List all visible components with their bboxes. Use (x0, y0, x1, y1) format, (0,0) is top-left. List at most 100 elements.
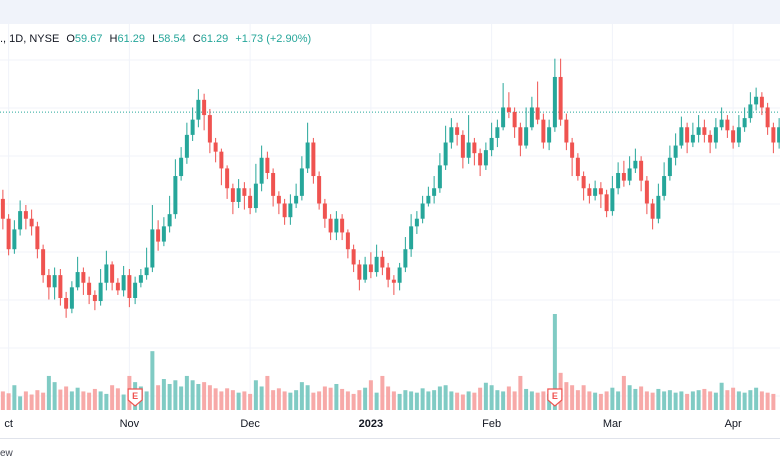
candle-body (58, 275, 63, 298)
candle-body (748, 104, 753, 119)
candle-body (230, 188, 235, 202)
candle-body (771, 127, 776, 143)
volume-bar (472, 392, 477, 410)
candle-body (363, 264, 368, 280)
candle-body (650, 203, 655, 219)
volume-bar (115, 388, 120, 410)
low-label: L (152, 33, 159, 45)
candle-body (69, 287, 74, 309)
volume-bar (593, 392, 598, 410)
candle-body (449, 127, 454, 143)
volume-bar (317, 391, 322, 410)
candle-body (294, 195, 299, 204)
symbol-label[interactable]: ., 1D, NYSE (0, 33, 60, 45)
footer-text: ew (0, 448, 13, 459)
close-value: 61.29 (200, 33, 229, 45)
candle-body (432, 188, 437, 196)
candle-body (524, 127, 529, 146)
volume-bar (259, 386, 264, 410)
candle-body (12, 229, 17, 250)
volume-bar (225, 388, 230, 410)
volume-bar (702, 388, 707, 410)
candle-body (368, 264, 373, 273)
volume-bar (340, 388, 345, 410)
candle-body (173, 176, 178, 215)
volume-bar (282, 391, 287, 410)
candle-body (41, 249, 46, 276)
candle-body (345, 232, 350, 250)
volume-bar (322, 386, 327, 410)
candle-body (719, 119, 724, 128)
candle-body (662, 176, 667, 196)
candle-body (777, 127, 780, 143)
volume-bar (29, 394, 34, 410)
candle-body (466, 142, 471, 158)
candle-body (759, 96, 764, 108)
volume-bar (351, 393, 356, 410)
x-tick-label: ct (4, 418, 13, 430)
volume-bar (541, 391, 546, 410)
candle-body (225, 168, 230, 189)
volume-bar (386, 386, 391, 410)
volume-bar (696, 390, 701, 410)
candle-body (518, 127, 523, 146)
candle-body (535, 107, 540, 120)
candle-body (322, 203, 327, 219)
volume-bar (52, 382, 57, 410)
candle-body (570, 142, 575, 158)
candle-body (104, 264, 109, 283)
candle-body (340, 218, 345, 233)
volume-bar (673, 392, 678, 410)
volume-bar (391, 391, 396, 410)
volume-bar (650, 392, 655, 410)
volume-bar (190, 380, 195, 410)
volume-bar (294, 390, 299, 410)
earnings-marker-label: E (552, 391, 558, 401)
volume-bar (230, 390, 235, 410)
candle-body (311, 142, 316, 177)
volume-bar (489, 385, 494, 410)
volume-bar (345, 391, 350, 410)
candle-body (248, 195, 253, 209)
volume-bar (196, 383, 201, 410)
candle-body (18, 211, 23, 230)
volume-bar (414, 392, 419, 410)
candle-body (121, 275, 126, 291)
volume-bar (403, 390, 408, 410)
volume-bar (518, 375, 523, 410)
volume-bar (288, 392, 293, 410)
volume-bar (87, 392, 92, 410)
volume-bar (144, 391, 149, 410)
x-tick-label: Apr (724, 418, 742, 430)
volume-bar (271, 390, 276, 410)
candle-body (299, 168, 304, 196)
volume-bar (363, 387, 368, 410)
candle-body (29, 218, 34, 227)
candle-body (593, 188, 598, 196)
volume-bar (380, 375, 385, 410)
x-tick-label: Feb (482, 418, 502, 430)
volume-bar (575, 390, 580, 410)
volume-bar (253, 380, 258, 410)
x-tick-label: 2023 (358, 418, 384, 430)
candle-body (202, 99, 207, 116)
volume-bar (173, 380, 178, 410)
volume-bar (512, 391, 517, 410)
candle-body (725, 119, 730, 131)
candle-body (127, 275, 132, 298)
high-label: H (109, 33, 118, 45)
volume-bar (81, 391, 86, 410)
volume-bar (581, 385, 586, 410)
volume-bar (0, 391, 5, 410)
candle-body (512, 112, 517, 128)
candle-body (690, 134, 695, 143)
volume-bar (426, 391, 431, 410)
volume-bar (449, 391, 454, 410)
volume-bar (529, 391, 534, 410)
candle-body (575, 157, 580, 177)
volume-bar (443, 385, 448, 410)
volume-bar (374, 392, 379, 410)
volume-bar (610, 387, 615, 410)
